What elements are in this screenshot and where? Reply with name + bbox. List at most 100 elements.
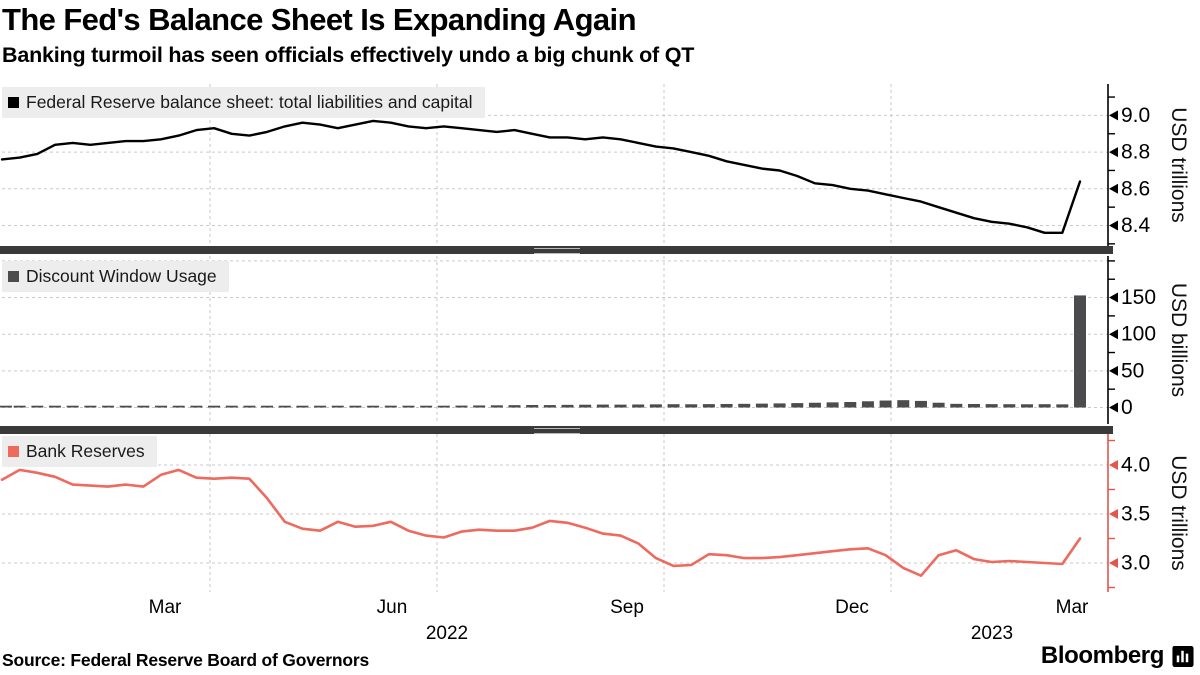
bloomberg-logo: Bloomberg: [1041, 642, 1194, 670]
panel-divider-2[interactable]: [0, 426, 1113, 434]
drag-grip-icon: [533, 248, 580, 254]
discount-window-bar: [773, 403, 786, 408]
discount-window-bar: [1003, 404, 1016, 408]
y-axis-tick-arrow-icon: [1109, 110, 1118, 121]
y-axis-unit-label: USD trillions: [1167, 455, 1190, 571]
page-subtitle: Banking turmoil has seen officials effec…: [2, 43, 695, 67]
y-axis-tick-label: 9.0: [1121, 104, 1150, 127]
bloomberg-logo-text: Bloomberg: [1040, 642, 1164, 669]
discount-window-bar: [1056, 404, 1069, 408]
discount-window-bar: [950, 403, 963, 408]
discount-window-bar: [702, 404, 715, 408]
discount-window-bar: [1020, 404, 1033, 408]
y-axis-tick-label: 8.8: [1121, 141, 1150, 164]
discount-window-bar: [985, 404, 998, 408]
discount-window-bar: [473, 405, 486, 408]
discount-window-bar: [526, 405, 539, 408]
y-axis-tick-arrow-icon: [1109, 147, 1118, 158]
y-axis-tick-label: 100: [1121, 323, 1156, 346]
discount-window-bar: [1038, 404, 1051, 408]
discount-window-swatch-icon: [8, 271, 19, 282]
legend-balance-sheet: Federal Reserve balance sheet: total lia…: [2, 87, 485, 118]
discount-window-bar: [614, 404, 627, 408]
x-axis-year-label: 2023: [971, 623, 1013, 644]
discount-window-bar: [561, 404, 574, 408]
discount-window-bar: [844, 402, 857, 408]
discount-window-bar: [738, 403, 751, 408]
y-axis-tick-label: 8.4: [1121, 214, 1151, 237]
y-axis-tick-label: 4.0: [1121, 454, 1150, 477]
discount-window-bar: [455, 405, 468, 408]
discount-window-bar: [208, 405, 221, 408]
discount-window-bar: [508, 405, 521, 408]
page-title: The Fed's Balance Sheet Is Expanding Aga…: [2, 2, 637, 37]
y-axis-tick-arrow-icon: [1109, 183, 1118, 194]
x-axis-month-label: Dec: [835, 597, 869, 618]
discount-window-bar: [420, 405, 433, 408]
balance-sheet-swatch-icon: [8, 97, 19, 108]
discount-window-bar: [667, 404, 680, 408]
y-axis-tick-arrow-icon: [1109, 558, 1118, 568]
y-axis-tick-arrow-icon: [1109, 460, 1118, 470]
discount-window-bar: [225, 405, 238, 408]
discount-window-bar: [543, 405, 556, 408]
balance-sheet-line: [0, 119, 1082, 235]
discount-window-bar: [137, 405, 150, 408]
y-axis-tick-arrow-icon: [1109, 329, 1118, 340]
discount-window-bar: [791, 403, 804, 408]
y-axis-tick-arrow-icon: [1109, 292, 1118, 303]
discount-window-bar: [66, 405, 79, 408]
y-axis-tick-arrow-icon: [1109, 402, 1118, 413]
discount-window-bar: [402, 405, 415, 408]
discount-window-bar: [914, 400, 927, 408]
discount-window-bar: [49, 405, 62, 408]
source-note: Source: Federal Reserve Board of Governo…: [2, 650, 370, 670]
discount-window-bar: [932, 402, 945, 408]
y-axis-unit-label: USD trillions: [1167, 107, 1190, 223]
discount-window-bar: [31, 405, 44, 408]
y-axis-unit-label: USD billions: [1167, 283, 1190, 397]
y-axis-tick-label: 3.0: [1121, 552, 1150, 575]
discount-window-bar: [967, 403, 980, 408]
x-axis-month-label: Jun: [377, 597, 408, 618]
discount-window-bar: [490, 405, 503, 408]
x-axis-year-label: 2022: [426, 623, 468, 644]
bank-reserves-swatch-icon: [8, 446, 19, 457]
discount-window-bar: [261, 405, 274, 408]
discount-window-bar: [808, 402, 821, 408]
discount-window-bar: [314, 405, 327, 408]
discount-window-bar: [331, 405, 344, 408]
legend-bank-reserves-label: Bank Reserves: [26, 441, 145, 461]
discount-window-bar: [13, 405, 26, 408]
discount-window-bar: [861, 401, 874, 408]
discount-window-bar: [437, 405, 450, 408]
y-axis-tick-label: 8.6: [1121, 177, 1150, 200]
discount-window-bar: [879, 400, 892, 408]
legend-discount-window: Discount Window Usage: [2, 261, 229, 292]
discount-window-bar: [579, 404, 592, 408]
discount-window-bar: [278, 405, 291, 408]
discount-window-bar: [0, 405, 12, 408]
y-axis-tick-arrow-icon: [1109, 365, 1118, 376]
legend-discount-window-label: Discount Window Usage: [26, 266, 217, 286]
panel-divider-1[interactable]: [0, 246, 1113, 254]
discount-window-bar: [155, 405, 168, 408]
discount-window-bar: [296, 405, 309, 408]
bank-reserves-line: [0, 468, 1082, 578]
y-axis-tick-arrow-icon: [1109, 220, 1118, 231]
y-axis-tick-label: 50: [1121, 359, 1144, 382]
bloomberg-terminal-icon: [1172, 645, 1194, 667]
discount-window-bar: [649, 404, 662, 408]
discount-window-bar: [632, 404, 645, 408]
drag-grip-icon: [533, 428, 580, 434]
discount-window-bar: [119, 405, 132, 408]
legend-bank-reserves: Bank Reserves: [2, 436, 157, 467]
discount-window-bar: [102, 405, 115, 408]
discount-window-bar: [349, 405, 362, 408]
x-axis-month-label: Mar: [149, 597, 182, 618]
legend-balance-sheet-label: Federal Reserve balance sheet: total lia…: [26, 92, 473, 112]
discount-window-bar: [367, 405, 380, 408]
discount-window-bar: [190, 405, 203, 408]
